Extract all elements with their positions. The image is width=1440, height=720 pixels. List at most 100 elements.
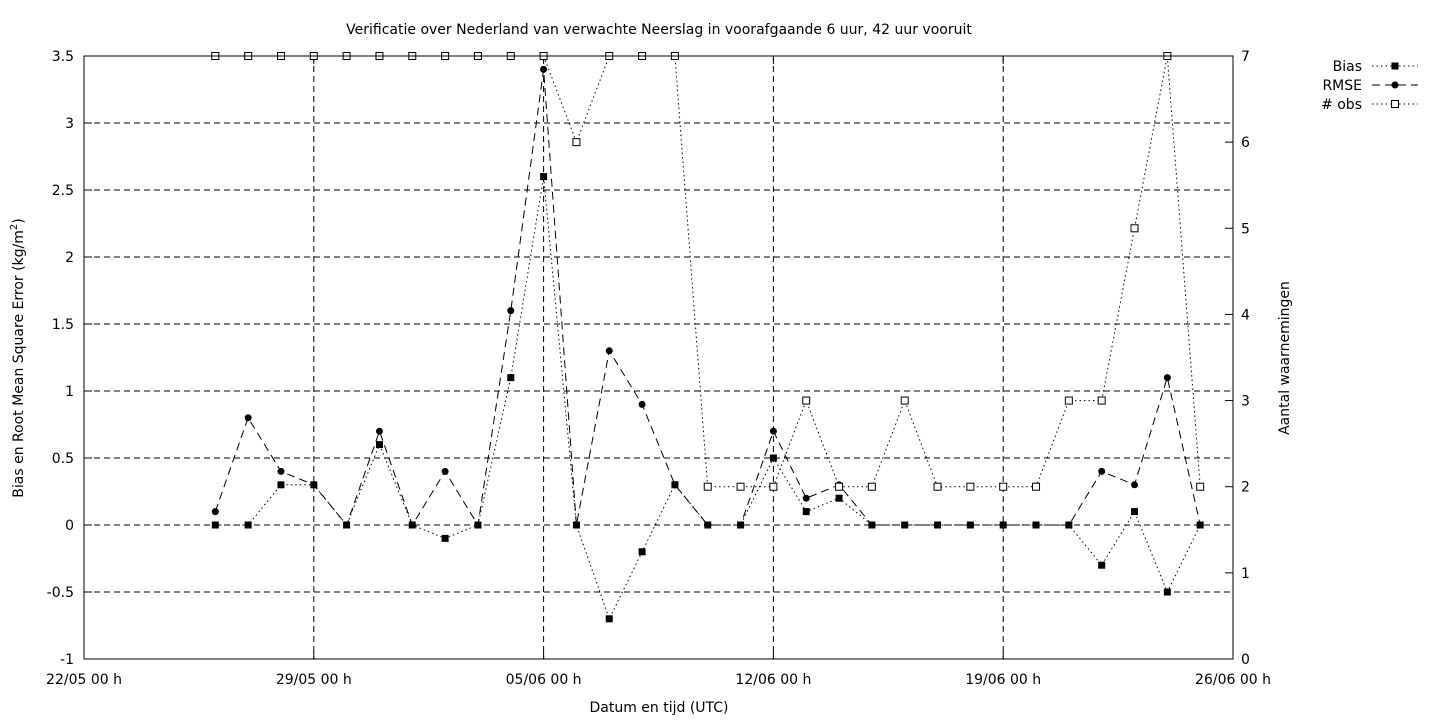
series-rmse-point bbox=[572, 521, 580, 529]
series-rmse-point bbox=[244, 414, 252, 422]
y-tick-label: 0 bbox=[65, 518, 74, 534]
series-obs-point bbox=[933, 482, 942, 491]
y2-tick-label: 5 bbox=[1241, 221, 1250, 237]
x-tick-label: 12/06 00 h bbox=[735, 672, 811, 688]
series-bias-point bbox=[638, 548, 646, 556]
series-bias-point bbox=[1098, 561, 1106, 569]
y-tick-label: 1 bbox=[65, 384, 74, 400]
legend-marker-bias bbox=[1391, 62, 1399, 70]
series-rmse-point bbox=[737, 521, 745, 529]
series-rmse-point bbox=[802, 494, 810, 502]
series-rmse-point bbox=[343, 521, 351, 529]
series-bias-point bbox=[769, 454, 777, 462]
series-bias-line bbox=[215, 176, 1201, 621]
x-tick-label: 22/05 00 h bbox=[46, 672, 122, 688]
legend: Bias RMSE # obs bbox=[1321, 59, 1418, 113]
grid-layer bbox=[84, 56, 1233, 659]
series-obs-point bbox=[999, 482, 1008, 491]
series-bias-point bbox=[375, 441, 383, 449]
y-tick-label: 3.5 bbox=[52, 49, 74, 65]
series-bias-point bbox=[211, 521, 219, 529]
x-tick-label: 29/05 00 h bbox=[276, 672, 352, 688]
series-rmse-point bbox=[211, 508, 219, 516]
y2-tick-label: 3 bbox=[1241, 394, 1250, 410]
series-rmse-point bbox=[704, 521, 712, 529]
series-obs-point bbox=[900, 396, 909, 405]
series-obs-point bbox=[703, 482, 712, 491]
series-rmse-point bbox=[408, 521, 416, 529]
y2-tick-label: 6 bbox=[1241, 135, 1250, 151]
series-rmse-line bbox=[214, 69, 1201, 527]
legend-label-bias: Bias bbox=[1333, 59, 1362, 75]
series-rmse-point bbox=[769, 427, 777, 435]
y-tick-label: 2.5 bbox=[52, 183, 74, 199]
series-obs-point bbox=[867, 482, 876, 491]
series-rmse-point bbox=[671, 481, 679, 489]
series-rmse-point bbox=[966, 521, 974, 529]
series-layer bbox=[211, 52, 1205, 623]
series-obs-point bbox=[966, 482, 975, 491]
series-obs bbox=[211, 52, 1205, 491]
series-bias bbox=[211, 173, 1204, 623]
series-bias-point bbox=[605, 615, 613, 623]
y-tick-label: -0.5 bbox=[47, 585, 74, 601]
ticks-layer: -1 -0.5 0 0.5 1 1.5 2 2.5 3 3.5 0 1 2 3 4 5 6 7 22/05 00 h… bbox=[46, 49, 1271, 688]
series-rmse-point bbox=[1163, 374, 1171, 382]
series-rmse-point bbox=[605, 347, 613, 355]
series-obs-line bbox=[215, 55, 1201, 488]
y-tick-label: 1.5 bbox=[52, 317, 74, 333]
legend-marker-rmse bbox=[1391, 81, 1399, 89]
series-obs-point bbox=[1064, 396, 1073, 405]
series-rmse-point bbox=[868, 521, 876, 529]
y2-tick-label: 0 bbox=[1241, 652, 1250, 668]
y-tick-label: -1 bbox=[60, 652, 74, 668]
legend-marker-obs bbox=[1391, 100, 1399, 108]
series-rmse-point bbox=[375, 427, 383, 435]
series-rmse-point bbox=[1065, 521, 1073, 529]
y-tick-label: 3 bbox=[65, 116, 74, 132]
y-tick-label: 2 bbox=[65, 250, 74, 266]
series-rmse-point bbox=[441, 467, 449, 475]
series-rmse-point bbox=[310, 481, 318, 489]
chart-title: Verificatie over Nederland van verwachte… bbox=[346, 22, 972, 38]
legend-label-obs: # obs bbox=[1321, 97, 1362, 113]
x-tick-label: 26/06 00 h bbox=[1195, 672, 1271, 688]
series-obs-point bbox=[835, 482, 844, 491]
series-bias-point bbox=[441, 534, 449, 542]
y-tick-label: 0.5 bbox=[52, 451, 74, 467]
series-rmse-point bbox=[901, 521, 909, 529]
series-rmse-point bbox=[934, 521, 942, 529]
series-bias-point bbox=[507, 374, 515, 382]
series-obs-point bbox=[572, 138, 581, 147]
series-bias-point bbox=[835, 494, 843, 502]
y2-tick-label: 7 bbox=[1241, 49, 1250, 65]
x-tick-label: 05/06 00 h bbox=[506, 672, 582, 688]
series-bias-point bbox=[244, 521, 252, 529]
series-rmse-point bbox=[540, 65, 548, 73]
series-bias-point bbox=[802, 508, 810, 516]
series-bias-point bbox=[277, 481, 285, 489]
series-bias-point bbox=[1163, 588, 1171, 596]
y-axis-title-superscript: 2 bbox=[9, 224, 20, 230]
series-rmse-point bbox=[1032, 521, 1040, 529]
series-bias-point bbox=[1131, 508, 1139, 516]
series-obs-point bbox=[1097, 396, 1106, 405]
series-obs-point bbox=[1032, 482, 1041, 491]
series-bias-point bbox=[540, 173, 548, 181]
series-obs-point bbox=[802, 396, 811, 405]
series-obs-point bbox=[769, 482, 778, 491]
series-rmse-point bbox=[999, 521, 1007, 529]
series-rmse-point bbox=[1196, 521, 1204, 529]
series-obs-point bbox=[736, 482, 745, 491]
x-tick-label: 19/06 00 h bbox=[965, 672, 1041, 688]
plot-frame bbox=[83, 55, 1234, 660]
y2-tick-label: 2 bbox=[1241, 480, 1250, 496]
x-axis-title: Datum en tijd (UTC) bbox=[589, 700, 728, 716]
y2-tick-label: 1 bbox=[1241, 566, 1250, 582]
y2-tick-label: 4 bbox=[1241, 307, 1250, 323]
series-rmse-point bbox=[507, 307, 515, 315]
series-obs-point bbox=[1196, 482, 1205, 491]
series-rmse-point bbox=[1098, 467, 1106, 475]
series-rmse-point bbox=[1131, 481, 1139, 489]
